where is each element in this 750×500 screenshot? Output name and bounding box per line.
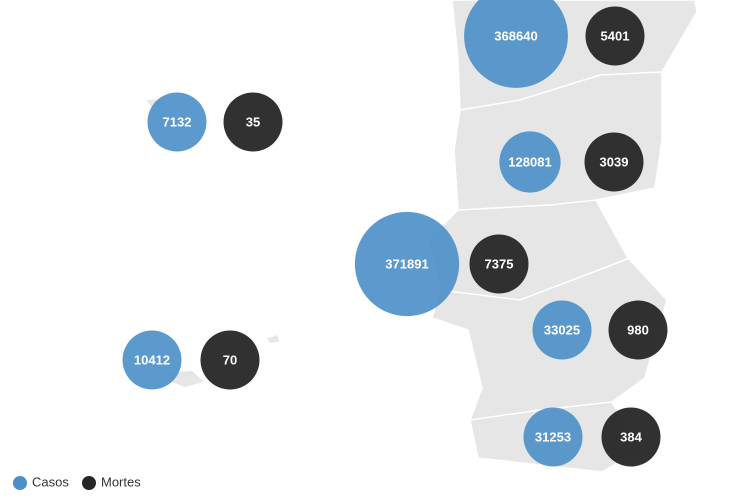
mortes-label: 7375 [485, 256, 514, 271]
legend: Casos Mortes [13, 474, 141, 490]
casos-bubble [354, 211, 460, 317]
legend-label: Casos [32, 474, 69, 489]
casos-label: 10412 [134, 352, 170, 367]
casos-label: 31253 [535, 429, 571, 444]
mortes-bubble [584, 132, 644, 192]
legend-swatch [82, 476, 96, 490]
island [264, 333, 281, 345]
legend-label: Mortes [101, 474, 141, 489]
legend-swatch [13, 476, 27, 490]
casos-bubble [147, 92, 207, 152]
mortes-bubble [601, 407, 661, 467]
mortes-label: 3039 [600, 154, 629, 169]
mortes-label: 384 [620, 429, 642, 444]
mortes-label: 35 [246, 114, 260, 129]
mortes-label: 70 [223, 352, 237, 367]
mortes-bubble [223, 92, 283, 152]
casos-label: 128081 [508, 154, 551, 169]
mortes-label: 5401 [601, 28, 630, 43]
mortes-bubble [200, 330, 260, 390]
casos-bubble [532, 300, 592, 360]
casos-label: 368640 [494, 28, 537, 43]
casos-label: 33025 [544, 322, 580, 337]
casos-label: 7132 [163, 114, 192, 129]
mainland [427, 0, 698, 473]
mortes-bubble [469, 234, 529, 294]
casos-bubble [122, 330, 182, 390]
casos-bubble [523, 407, 583, 467]
casos-label: 371891 [385, 256, 428, 271]
mortes-label: 980 [627, 322, 649, 337]
mortes-bubble [608, 300, 668, 360]
casos-bubble [499, 131, 561, 193]
casos-bubble [464, 0, 568, 88]
bubbles: 368640 5401 7132 35 128081 3039 371891 7375 3302… [122, 0, 668, 467]
mortes-bubble [585, 6, 645, 66]
region-border [439, 71, 663, 421]
